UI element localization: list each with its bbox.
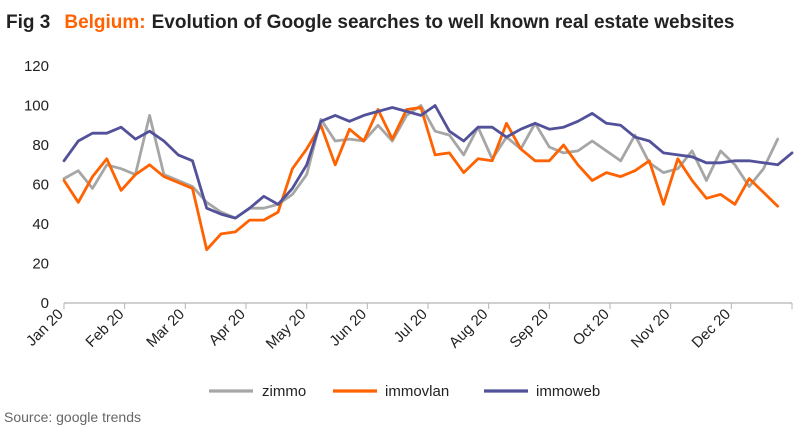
series-line-immovlan [62,106,780,252]
x-tick-label: Nov 20 [628,306,674,352]
x-tick-label: Jul 20 [391,306,431,346]
y-tick-label: 60 [32,177,49,194]
series-line-zimmo [62,104,780,220]
y-tick-label: 100 [24,98,49,115]
y-tick-label: 40 [32,216,49,233]
y-tick-label: 80 [32,137,49,154]
y-tick-label: 20 [32,256,49,273]
x-tick-label: Jun 20 [326,306,370,350]
x-tick-label: Dec 20 [689,306,735,352]
figure-number: Fig 3 [6,12,51,33]
x-tick-label: Apr 20 [206,306,249,349]
legend-label-zimmo: zimmo [262,383,306,400]
legend-label-immoweb: immoweb [536,383,600,400]
x-tick-label: Oct 20 [570,306,613,349]
x-tick-label: Feb 20 [82,306,127,351]
x-tick-label: May 20 [263,306,310,353]
figure-country: Belgium: [64,12,146,33]
y-tick-label: 120 [24,58,49,75]
x-tick-label: Mar 20 [143,306,188,351]
series-line-immoweb [62,104,794,220]
figure-header: Fig 3 Belgium: Evolution of Google searc… [6,12,734,42]
source-note: Source: google trends [4,409,141,425]
x-tick-label: Aug 20 [446,306,492,352]
line-chart: 0 20 40 60 80 100 120 Jan 20 Feb 20 Mar 20 Apr 20 M… [23,58,794,400]
y-tick-label: 0 [41,295,49,312]
x-tick-label: Sep 20 [507,306,553,352]
x-tick-label: Jan 20 [23,306,67,350]
chart-title: Evolution of Google searches to well kno… [151,12,735,33]
legend-label-immovlan: immovlan [385,383,449,400]
